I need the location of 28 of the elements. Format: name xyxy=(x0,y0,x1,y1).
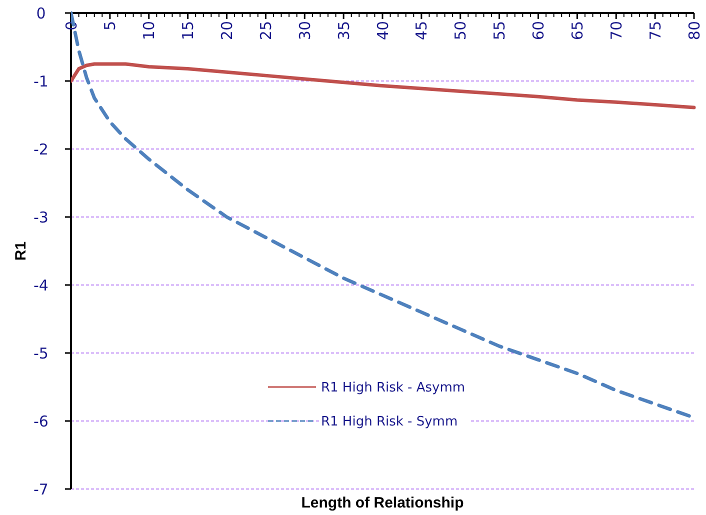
x-tick-label: 25 xyxy=(256,21,275,40)
x-tick-label: 30 xyxy=(296,21,314,40)
x-tick-label: 60 xyxy=(530,21,548,40)
legend-label: R1 High Risk - Asymm xyxy=(321,380,466,396)
x-tick-label: 5 xyxy=(101,21,120,31)
y-tick-label: -2 xyxy=(34,140,48,158)
x-tick-label: 10 xyxy=(140,21,158,40)
x-tick-label: 40 xyxy=(374,21,392,40)
y-tick-label: -7 xyxy=(34,480,48,498)
x-tick-label: 20 xyxy=(218,21,236,40)
y-axis-title: R1 xyxy=(12,241,30,261)
x-tick-label: 80 xyxy=(685,21,704,40)
line-series xyxy=(71,62,696,110)
y-tick-label: -6 xyxy=(34,412,48,430)
x-tick-label: 35 xyxy=(334,21,353,40)
x-tick-label: 55 xyxy=(490,21,509,40)
legend-label: R1 High Risk - Symm xyxy=(321,414,458,430)
x-tick-label: 15 xyxy=(179,21,198,40)
y-tick-label: -3 xyxy=(34,208,48,226)
x-tick-label: 65 xyxy=(568,21,586,40)
x-tick-label: 45 xyxy=(412,21,431,40)
x-axis-title: Length of Relationship xyxy=(301,494,464,512)
y-tick-label: -4 xyxy=(34,276,48,294)
y-tick-label: -5 xyxy=(34,344,48,362)
x-tick-label: 70 xyxy=(607,21,626,40)
x-tick-label: 50 xyxy=(452,21,470,40)
x-tick-label: 75 xyxy=(646,21,664,40)
y-tick-label: -1 xyxy=(34,72,48,90)
